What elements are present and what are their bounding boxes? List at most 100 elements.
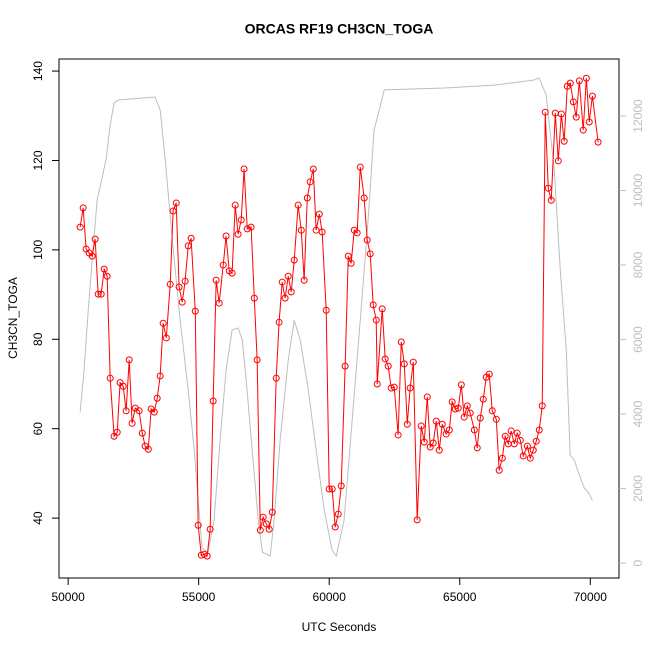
- point: [397, 338, 405, 346]
- point: [466, 409, 474, 417]
- point: [287, 288, 295, 296]
- point: [582, 74, 590, 82]
- point: [409, 358, 417, 366]
- y-tick-label: 40: [31, 511, 45, 525]
- point: [544, 184, 552, 192]
- point: [554, 157, 562, 165]
- point: [243, 225, 251, 233]
- series-line: [79, 77, 593, 558]
- point: [181, 277, 189, 285]
- point: [113, 428, 121, 436]
- point: [247, 223, 255, 231]
- point: [423, 393, 431, 401]
- point: [178, 298, 186, 306]
- point: [406, 384, 414, 392]
- point: [231, 201, 239, 209]
- point: [88, 252, 96, 260]
- point: [356, 163, 364, 171]
- point: [463, 402, 471, 410]
- point: [328, 485, 336, 493]
- point: [498, 454, 506, 462]
- point: [384, 362, 392, 370]
- x-tick-label: 60000: [313, 590, 347, 604]
- point: [420, 438, 428, 446]
- point: [240, 165, 248, 173]
- point: [372, 316, 380, 324]
- point: [159, 319, 167, 327]
- point: [373, 380, 381, 388]
- x-axis-label: UTC Seconds: [302, 620, 377, 634]
- point: [162, 334, 170, 342]
- point: [250, 294, 258, 302]
- point: [516, 436, 524, 444]
- point: [538, 402, 546, 410]
- point: [394, 431, 402, 439]
- point: [403, 420, 411, 428]
- y-tick-label: 100: [31, 240, 45, 260]
- point: [557, 110, 565, 118]
- point: [315, 210, 323, 218]
- point: [79, 204, 87, 212]
- point: [100, 265, 108, 273]
- point: [119, 382, 127, 390]
- point: [203, 552, 211, 560]
- point: [106, 374, 114, 382]
- point: [138, 429, 146, 437]
- point: [194, 521, 202, 529]
- point: [390, 383, 398, 391]
- point: [253, 356, 261, 364]
- point: [526, 454, 534, 462]
- point: [569, 98, 577, 106]
- point: [237, 216, 245, 224]
- point: [325, 485, 333, 493]
- point: [272, 374, 280, 382]
- point: [156, 372, 164, 380]
- point: [290, 256, 298, 264]
- point: [215, 299, 223, 307]
- point: [454, 404, 462, 412]
- point: [572, 113, 580, 121]
- point: [429, 439, 437, 447]
- point: [347, 259, 355, 267]
- point: [125, 356, 133, 364]
- point: [501, 432, 509, 440]
- point: [344, 252, 352, 260]
- point: [341, 362, 349, 370]
- point: [300, 276, 308, 284]
- point: [322, 306, 330, 314]
- point: [451, 405, 459, 413]
- point: [153, 394, 161, 402]
- y-tick-label: 60: [31, 422, 45, 436]
- point: [265, 525, 273, 533]
- point: [275, 318, 283, 326]
- point: [510, 440, 518, 448]
- point: [473, 444, 481, 452]
- y-axis-label: CH3CN_TOGA: [6, 277, 20, 359]
- point: [541, 108, 549, 116]
- point: [144, 445, 152, 453]
- point: [284, 272, 292, 280]
- x-tick-label: 50000: [51, 590, 85, 604]
- y2-tick-label: 10000: [631, 174, 645, 208]
- point: [209, 397, 217, 405]
- point: [212, 276, 220, 284]
- point: [103, 272, 111, 280]
- point: [547, 196, 555, 204]
- point: [507, 427, 515, 435]
- point: [91, 235, 99, 243]
- point: [219, 261, 227, 269]
- point: [169, 207, 177, 215]
- y2-tick-label: 8000: [631, 251, 645, 278]
- point: [150, 408, 158, 416]
- point: [191, 307, 199, 315]
- point: [575, 77, 583, 85]
- point: [262, 520, 270, 528]
- x-tick-label: 70000: [574, 590, 608, 604]
- point: [560, 137, 568, 145]
- chart-title: ORCAS RF19 CH3CN_TOGA: [245, 21, 434, 37]
- point: [128, 419, 136, 427]
- y2-tick-label: 6000: [631, 326, 645, 353]
- point: [523, 442, 531, 450]
- point: [294, 201, 302, 209]
